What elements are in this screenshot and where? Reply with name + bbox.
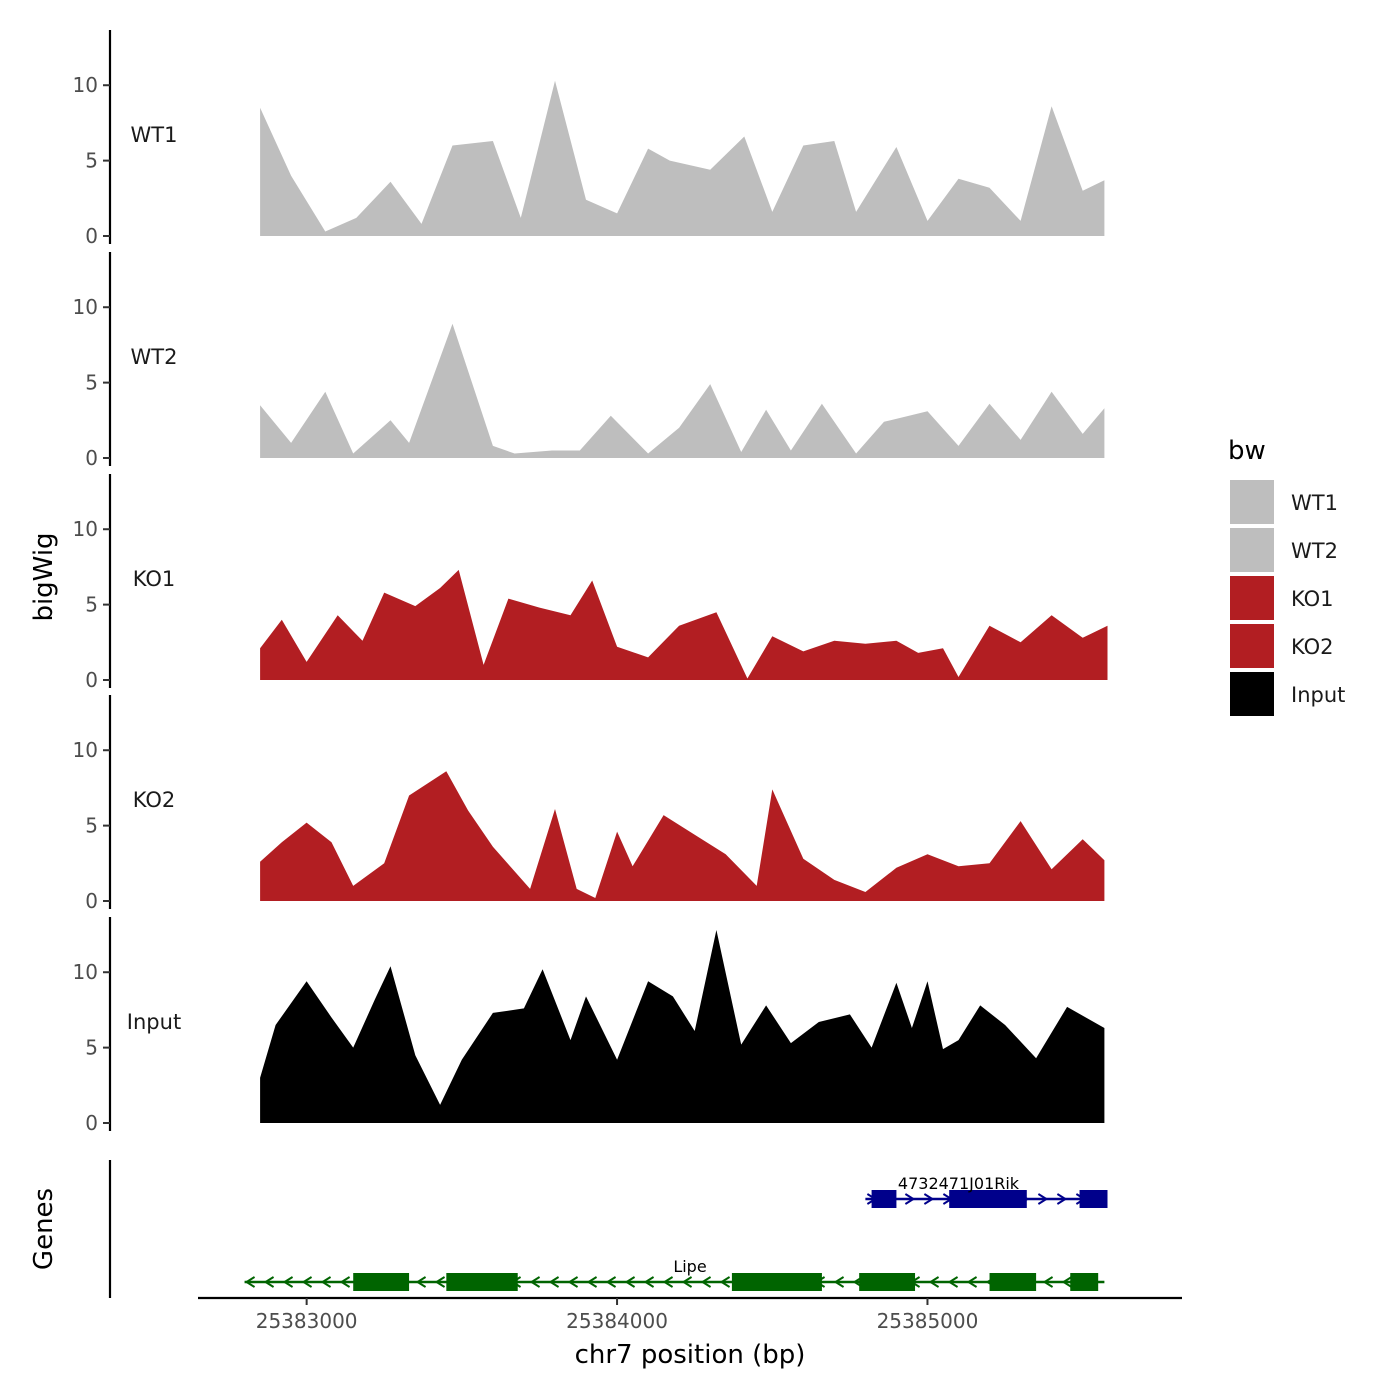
legend-item-input: Input <box>1230 672 1345 716</box>
gene-label: Lipe <box>673 1257 706 1276</box>
strand-arrow <box>1037 1193 1049 1205</box>
y-tick-label: 0 <box>85 446 98 470</box>
strand-arrow <box>548 1276 560 1288</box>
y-tick-label: 5 <box>85 371 98 395</box>
exon <box>446 1273 518 1291</box>
strand-arrow <box>529 1276 541 1288</box>
x-axis-title: chr7 position (bp) <box>575 1340 806 1370</box>
legend-title: bw <box>1228 436 1266 466</box>
track-label-ko1: KO1 <box>133 567 176 591</box>
exon <box>859 1273 916 1291</box>
x-tick-label: 25383000 <box>256 1309 358 1333</box>
strand-arrow <box>928 1276 940 1288</box>
strand-arrow <box>947 1276 959 1288</box>
y-tick-label: 5 <box>85 593 98 617</box>
strand-arrow <box>282 1276 294 1288</box>
legend-label: Input <box>1291 683 1345 707</box>
legend-item-ko2: KO2 <box>1230 624 1334 668</box>
legend-label: WT2 <box>1291 539 1338 563</box>
legend: bw WT1 WT2 KO1 KO2 Input <box>1228 436 1345 716</box>
track-wt2: 0 5 10 WT2 <box>73 252 1105 470</box>
x-axis: 25383000 25384000 25385000 <box>198 1296 1182 1333</box>
legend-item-wt1: WT1 <box>1230 480 1338 524</box>
track-ko2: 0 5 10 KO2 <box>73 695 1105 913</box>
exon <box>949 1190 1027 1208</box>
strand-arrow <box>643 1276 655 1288</box>
exon <box>353 1273 410 1291</box>
strand-arrow <box>966 1276 978 1288</box>
gene-label: 4732471J01Rik <box>898 1174 1020 1193</box>
legend-item-ko1: KO1 <box>1230 576 1334 620</box>
genes-panel: 4732471J01Rik Lipe <box>108 1160 1108 1298</box>
legend-swatch <box>1230 672 1274 716</box>
strand-arrow <box>434 1276 446 1288</box>
gene-lipe: Lipe <box>244 1257 1105 1291</box>
strand-arrow <box>339 1276 351 1288</box>
strand-arrow <box>923 1193 935 1205</box>
track-wt1: 0 5 10 WT1 <box>73 30 1105 248</box>
track-panels: 0 5 10 WT1 0 5 10 WT2 0 5 10 KO1 0 5 10 KO2 0 5 10 Input <box>73 30 1108 1135</box>
strand-arrow <box>567 1276 579 1288</box>
legend-item-wt2: WT2 <box>1230 528 1338 572</box>
legend-swatch <box>1230 528 1274 572</box>
y-tick-label: 0 <box>85 1111 98 1135</box>
strand-arrow <box>1056 1193 1068 1205</box>
track-ko1: 0 5 10 KO1 <box>73 474 1108 692</box>
strand-arrow <box>700 1276 712 1288</box>
area-input <box>260 930 1105 1123</box>
exon <box>731 1273 822 1291</box>
genes-axis-title: Genes <box>29 1188 59 1270</box>
exon <box>1070 1273 1099 1291</box>
area-wt2 <box>260 323 1105 458</box>
y-tick-label: 10 <box>73 295 98 319</box>
y-tick-label: 0 <box>85 224 98 248</box>
legend-label: KO2 <box>1291 635 1334 659</box>
strand-arrow <box>681 1276 693 1288</box>
y-tick-label: 5 <box>85 1036 98 1060</box>
strand-arrow <box>263 1276 275 1288</box>
track-label-wt1: WT1 <box>131 123 178 147</box>
y-tick-label: 10 <box>73 517 98 541</box>
exon <box>1079 1190 1108 1208</box>
strand-arrow <box>662 1276 674 1288</box>
area-ko2 <box>260 771 1105 901</box>
strand-arrow <box>415 1276 427 1288</box>
strand-arrow <box>1061 1276 1073 1288</box>
strand-arrow <box>605 1276 617 1288</box>
track-input: 0 5 10 Input <box>73 917 1105 1135</box>
strand-arrow <box>904 1193 916 1205</box>
y-tick-label: 5 <box>85 149 98 173</box>
strand-arrow <box>719 1276 731 1288</box>
strand-arrow <box>624 1276 636 1288</box>
legend-swatch <box>1230 624 1274 668</box>
track-label-input: Input <box>127 1010 181 1034</box>
strand-arrow <box>1042 1276 1054 1288</box>
strand-arrow <box>833 1276 845 1288</box>
legend-label: KO1 <box>1291 587 1334 611</box>
y-tick-label: 10 <box>73 738 98 762</box>
strand-arrow <box>301 1276 313 1288</box>
strand-arrow <box>586 1276 598 1288</box>
x-tick-label: 25385000 <box>877 1309 979 1333</box>
track-label-ko2: KO2 <box>133 788 176 812</box>
y-tick-label: 5 <box>85 814 98 838</box>
y-axis-title: bigWig <box>29 532 59 621</box>
y-tick-label: 0 <box>85 668 98 692</box>
exon <box>989 1273 1037 1291</box>
y-tick-label: 10 <box>73 73 98 97</box>
y-tick-label: 10 <box>73 960 98 984</box>
strand-arrow <box>244 1276 256 1288</box>
legend-swatch <box>1230 480 1274 524</box>
strand-arrow <box>320 1276 332 1288</box>
track-label-wt2: WT2 <box>131 345 178 369</box>
legend-swatch <box>1230 576 1274 620</box>
x-tick-label: 25384000 <box>566 1309 668 1333</box>
area-wt1 <box>260 80 1105 236</box>
exon <box>871 1190 897 1208</box>
area-ko1 <box>260 569 1108 680</box>
gene-4732471j01rik: 4732471J01Rik <box>865 1174 1108 1208</box>
legend-label: WT1 <box>1291 491 1338 515</box>
y-tick-label: 0 <box>85 889 98 913</box>
